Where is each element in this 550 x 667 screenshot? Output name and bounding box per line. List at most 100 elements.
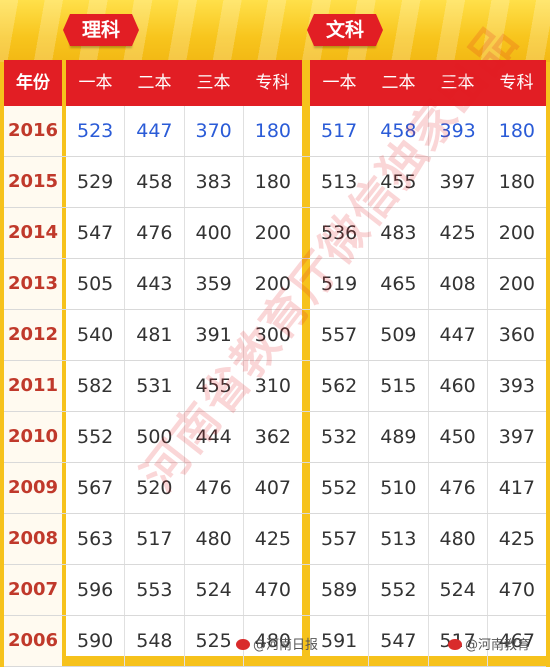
science-score-cell: 525 — [185, 616, 244, 666]
table-row: 2009 567 520 476 407 552 510 476 417 — [4, 463, 546, 514]
science-values: 596 553 524 470 — [66, 565, 302, 615]
science-score-cell: 180 — [254, 171, 291, 193]
science-col-header: 一本 — [78, 73, 113, 93]
science-score-cell: 481 — [125, 310, 185, 360]
year-cell: 2015 — [4, 157, 62, 207]
science-values: 540 481 391 300 — [66, 310, 302, 360]
science-values: 582 531 455 310 — [66, 361, 302, 411]
liberal-arts-tag: 文科 — [307, 14, 383, 46]
science-score-cell: 455 — [185, 361, 244, 411]
science-values: 529 458 383 180 — [66, 157, 302, 207]
science-col-header: 三本 — [196, 73, 231, 93]
liberal-score-cell: 552 — [369, 565, 429, 615]
liberal-score-cell: 450 — [429, 412, 488, 462]
science-score-cell: 391 — [185, 310, 244, 360]
science-score-cell: 524 — [185, 565, 244, 615]
science-tag: 理科 — [63, 14, 139, 46]
science-score-cell: 548 — [125, 616, 185, 666]
liberal-score-cell: 425 — [429, 208, 488, 258]
science-score-cell: 540 — [66, 310, 126, 360]
liberal-score-cell: 532 — [310, 412, 370, 462]
science-values: 552 500 444 362 — [66, 412, 302, 462]
liberal-score-cell: 425 — [498, 528, 535, 550]
table-row: 2014 547 476 400 200 536 483 425 200 — [4, 208, 546, 259]
header-gutter — [302, 60, 310, 106]
year-cell: 2011 — [4, 361, 62, 411]
liberal-values: 552 510 476 417 — [310, 463, 546, 513]
liberal-score-cell: 591 — [310, 616, 370, 666]
science-score-cell: 500 — [125, 412, 185, 462]
science-score-cell: 563 — [66, 514, 126, 564]
liberal-score-cell: 397 — [498, 426, 535, 448]
table-row: 2013 505 443 359 200 519 465 408 200 — [4, 259, 546, 310]
science-score-cell: 400 — [185, 208, 244, 258]
science-score-cell: 425 — [254, 528, 291, 550]
liberal-score-cell: 417 — [498, 477, 535, 499]
liberal-score-cell: 547 — [369, 616, 429, 666]
liberal-values: 532 489 450 397 — [310, 412, 546, 462]
science-score-cell: 582 — [66, 361, 126, 411]
science-score-cell: 505 — [66, 259, 126, 309]
liberal-score-cell: 483 — [369, 208, 429, 258]
science-score-cell: 552 — [66, 412, 126, 462]
liberal-score-cell: 509 — [369, 310, 429, 360]
liberal-score-cell: 480 — [429, 514, 488, 564]
science-score-cell: 362 — [254, 426, 291, 448]
table-row: 2008 563 517 480 425 557 513 480 425 — [4, 514, 546, 565]
science-score-cell: 523 — [66, 106, 126, 156]
science-score-cell: 547 — [66, 208, 126, 258]
liberal-score-cell: 455 — [369, 157, 429, 207]
science-score-cell: 476 — [125, 208, 185, 258]
science-score-cell: 470 — [254, 579, 291, 601]
science-score-cell: 517 — [125, 514, 185, 564]
liberal-score-cell: 557 — [310, 514, 370, 564]
year-cell: 2014 — [4, 208, 62, 258]
liberal-score-cell: 408 — [429, 259, 488, 309]
table-row: 2010 552 500 444 362 532 489 450 397 — [4, 412, 546, 463]
table-row: 2016 523 447 370 180 517 458 393 180 — [4, 106, 546, 157]
science-score-cell: 476 — [185, 463, 244, 513]
liberal-col-header: 二本 — [381, 73, 416, 93]
science-score-cell: 200 — [254, 222, 291, 244]
science-score-cell: 520 — [125, 463, 185, 513]
science-score-cell: 480 — [254, 630, 291, 652]
liberal-score-cell: 517 — [310, 106, 370, 156]
science-header-row: 一本 二本 三本 专科 — [66, 60, 302, 106]
science-score-cell: 200 — [254, 273, 291, 295]
science-score-cell: 567 — [66, 463, 126, 513]
table-body: 2016 523 447 370 180 517 458 393 180 2015 529 458 38… — [4, 106, 546, 667]
year-cell: 2008 — [4, 514, 62, 564]
science-col-header: 二本 — [137, 73, 172, 93]
liberal-col-header: 专科 — [499, 73, 534, 93]
liberal-score-cell: 476 — [429, 463, 488, 513]
liberal-score-cell: 465 — [369, 259, 429, 309]
liberal-score-cell: 200 — [498, 273, 535, 295]
science-score-cell: 359 — [185, 259, 244, 309]
table-row: 2006590548525480591547517467 — [4, 616, 546, 667]
science-score-cell: 458 — [125, 157, 185, 207]
science-score-cell: 590 — [66, 616, 126, 666]
table-row: 2015 529 458 383 180 513 455 397 180 — [4, 157, 546, 208]
liberal-score-cell: 489 — [369, 412, 429, 462]
liberal-score-cell: 460 — [429, 361, 488, 411]
liberal-score-cell: 557 — [310, 310, 370, 360]
science-score-cell: 444 — [185, 412, 244, 462]
science-values: 505 443 359 200 — [66, 259, 302, 309]
liberal-score-cell: 458 — [369, 106, 429, 156]
footer-credit-1: @河南日报 — [236, 634, 318, 653]
year-column-header: 年份 — [4, 60, 62, 106]
science-values: 563 517 480 425 — [66, 514, 302, 564]
footer-credit-2-text: @河南教育 — [465, 638, 531, 653]
science-score-cell: 480 — [185, 514, 244, 564]
table-row: 2007 596 553 524 470 589 552 524 470 — [4, 565, 546, 616]
science-values: 590 548 525 480 — [66, 616, 302, 666]
year-cell: 2013 — [4, 259, 62, 309]
liberal-score-cell: 180 — [498, 171, 535, 193]
liberal-values: 536 483 425 200 — [310, 208, 546, 258]
weibo-icon — [236, 639, 250, 650]
liberal-score-cell: 513 — [310, 157, 370, 207]
liberal-col-header: 三本 — [440, 73, 475, 93]
liberal-header-row: 一本 二本 三本 专科 — [310, 60, 546, 106]
footer-credit-1-text: @河南日报 — [253, 638, 319, 653]
science-score-cell: 443 — [125, 259, 185, 309]
